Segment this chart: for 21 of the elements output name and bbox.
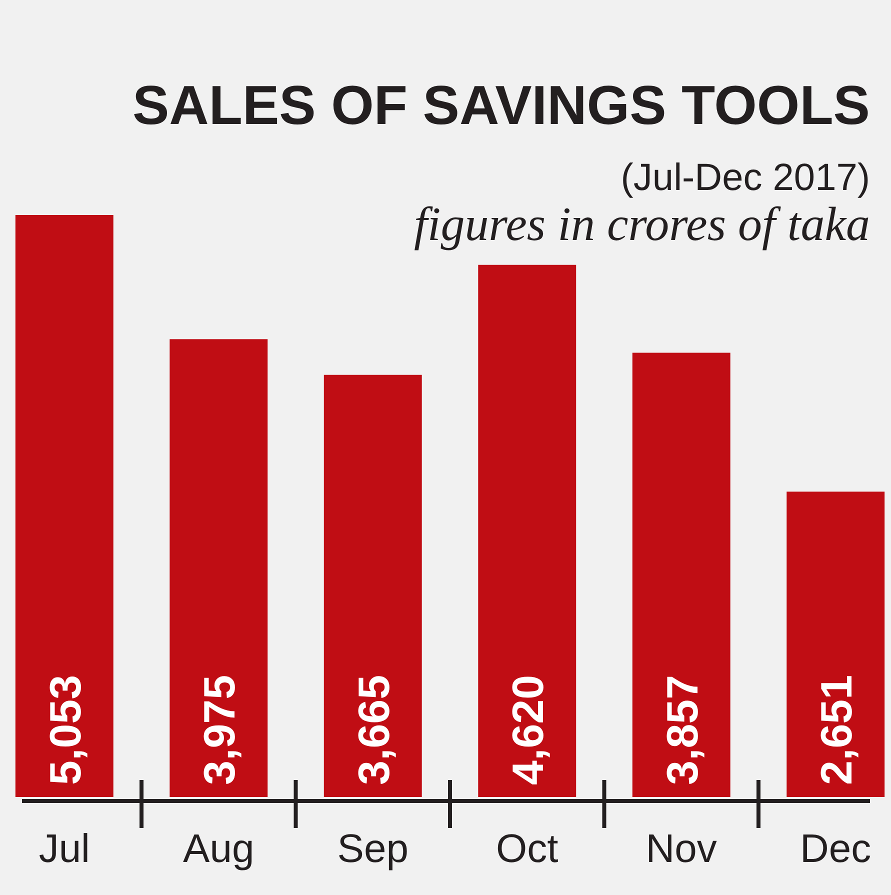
bar: [478, 264, 576, 797]
x-tick-label: Nov: [646, 827, 717, 871]
data-label: 4,620: [504, 674, 554, 785]
data-label: 3,665: [350, 674, 399, 785]
x-tick-label: Jul: [38, 827, 90, 871]
data-label: 5,053: [41, 674, 90, 785]
x-tick-label: Oct: [496, 827, 558, 871]
x-tick-label: Aug: [183, 827, 254, 871]
chart-subtitle: (Jul-Dec 2017): [620, 157, 870, 199]
chart-title: SALES OF SAVINGS TOOLS: [132, 74, 870, 136]
data-label: 3,975: [196, 674, 245, 785]
bar: [15, 215, 114, 797]
bar: [170, 339, 268, 797]
bar: [324, 374, 422, 797]
annotation: figures in crores of taka: [414, 198, 870, 251]
x-tick-label: Dec: [800, 827, 872, 871]
data-label: 3,857: [658, 674, 708, 785]
data-label: 2,651: [812, 674, 862, 785]
x-tick-label: Sep: [337, 827, 408, 871]
bar: [786, 492, 885, 797]
bar: [632, 352, 730, 797]
